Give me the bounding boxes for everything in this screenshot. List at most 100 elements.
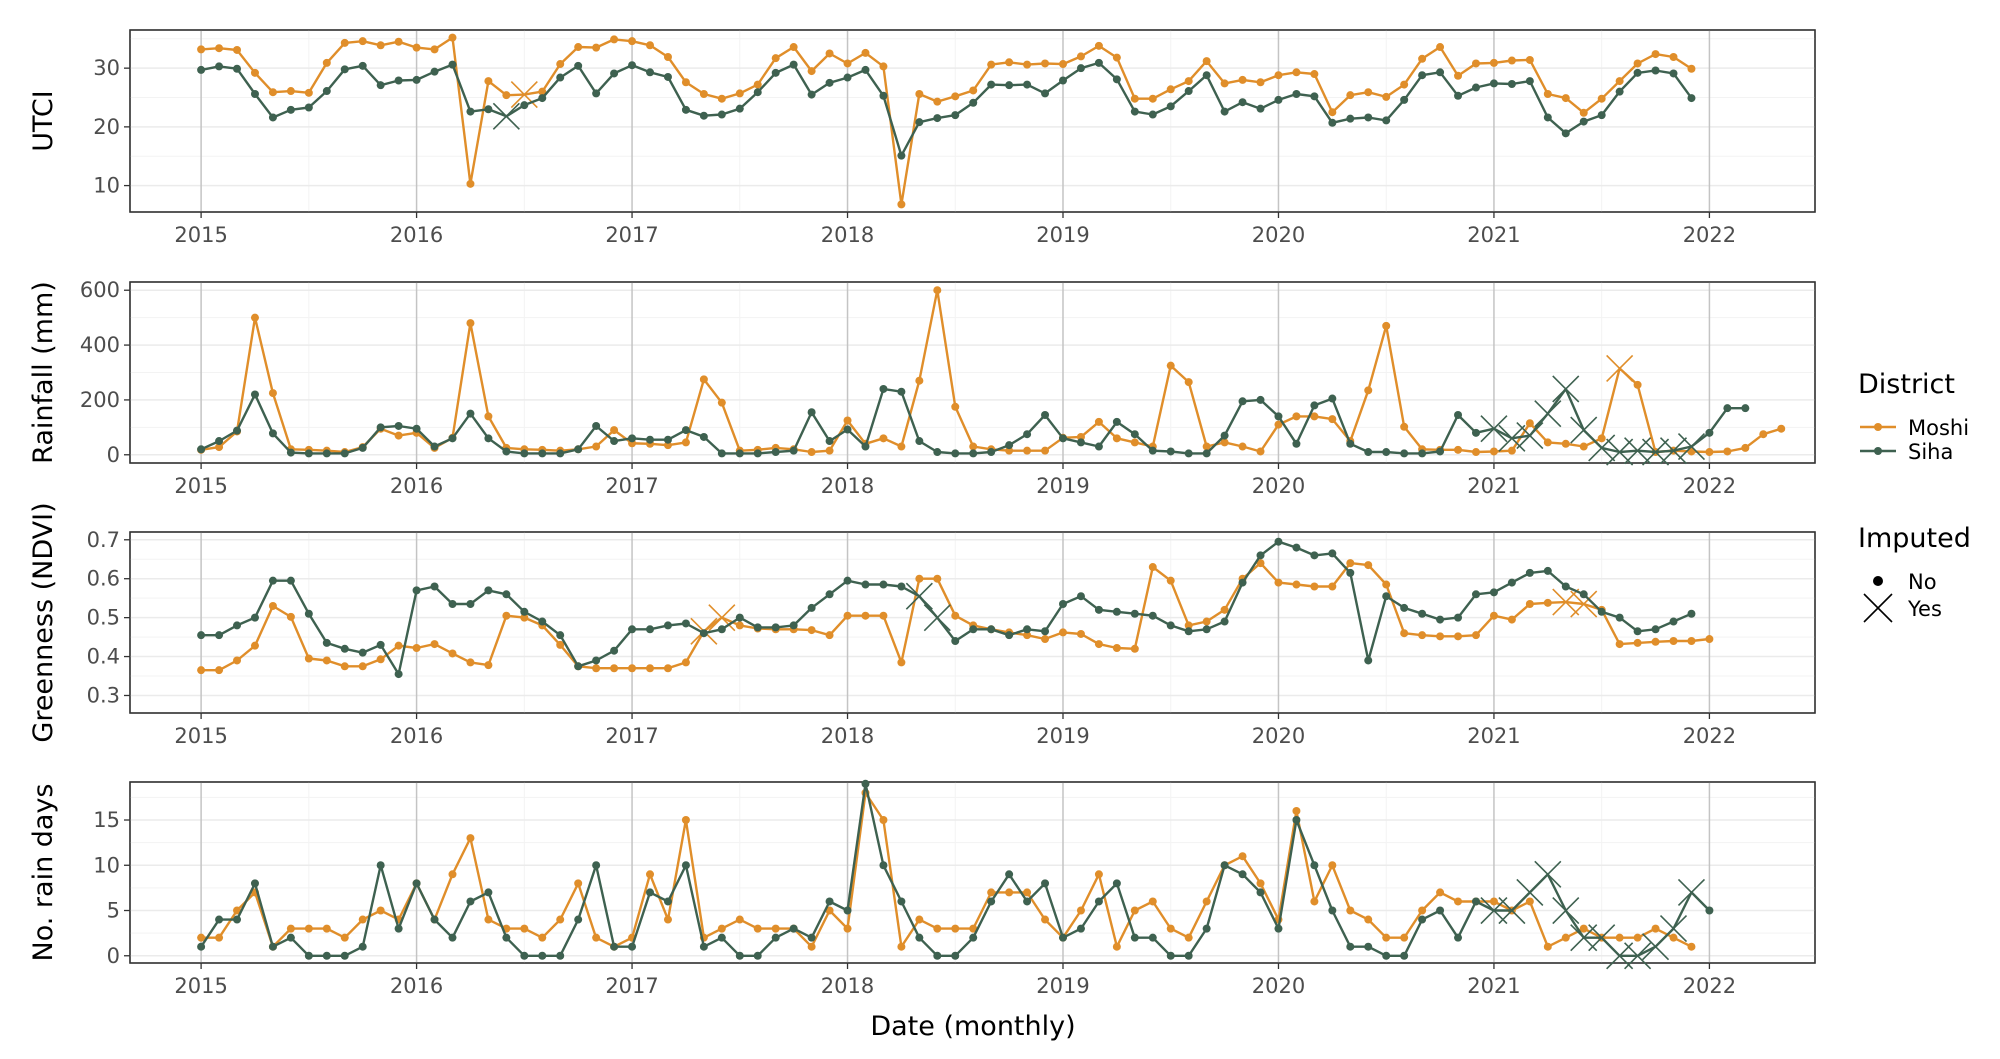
data-point xyxy=(1507,578,1516,587)
data-point xyxy=(1436,447,1445,456)
data-point xyxy=(1166,576,1175,585)
data-point xyxy=(915,437,924,446)
data-point xyxy=(879,434,888,443)
data-point xyxy=(1471,590,1480,599)
data-point xyxy=(663,664,672,673)
data-point xyxy=(268,113,277,122)
data-point xyxy=(646,435,655,444)
x-tick-label: 2021 xyxy=(1467,974,1520,998)
data-point xyxy=(1436,68,1445,77)
data-point xyxy=(879,611,888,620)
data-point xyxy=(1310,897,1319,906)
y-tick-label: 0.6 xyxy=(87,567,120,591)
y-tick-label: 15 xyxy=(93,808,120,832)
data-point xyxy=(1615,640,1624,649)
data-point xyxy=(574,43,583,52)
data-point xyxy=(1328,108,1337,117)
data-point xyxy=(1023,80,1032,89)
x-tick-label: 2015 xyxy=(174,974,227,998)
data-point xyxy=(502,91,511,100)
data-point xyxy=(215,44,224,53)
data-point-imputed xyxy=(492,102,520,130)
data-point xyxy=(951,111,960,120)
y-tick-label: 5 xyxy=(107,899,120,923)
data-point xyxy=(215,443,224,452)
data-point xyxy=(807,942,816,951)
data-point xyxy=(1364,656,1373,665)
data-point xyxy=(681,105,690,114)
legend: District Moshi Siha Imputed No Yes xyxy=(1858,369,1971,623)
data-point xyxy=(520,607,529,616)
data-point xyxy=(1400,449,1409,458)
data-point xyxy=(358,61,367,70)
data-point xyxy=(215,62,224,71)
data-point xyxy=(556,449,565,458)
data-point xyxy=(717,449,726,458)
data-point xyxy=(1454,91,1463,100)
data-point xyxy=(1076,52,1085,61)
data-point xyxy=(1076,629,1085,638)
data-point xyxy=(1687,64,1696,73)
data-point xyxy=(1346,114,1355,123)
data-point xyxy=(1400,80,1409,89)
data-point xyxy=(1076,438,1085,447)
data-point xyxy=(699,942,708,951)
data-point xyxy=(197,445,206,454)
data-point xyxy=(699,111,708,120)
data-point xyxy=(286,576,295,585)
x-tick-label: 2019 xyxy=(1036,223,1089,247)
data-point xyxy=(1202,897,1211,906)
data-point-imputed xyxy=(1516,422,1544,450)
panel-2: 0 200 400 600 2015 2016 2017 2018 2019 2020 2021 20… xyxy=(28,278,1816,498)
data-point xyxy=(322,87,331,96)
data-point xyxy=(933,286,942,295)
data-point xyxy=(1489,611,1498,620)
data-point xyxy=(340,951,349,960)
data-point xyxy=(1112,417,1121,426)
data-point xyxy=(1112,942,1121,951)
data-point xyxy=(717,94,726,103)
data-point xyxy=(1651,625,1660,634)
data-point xyxy=(1184,87,1193,96)
data-point xyxy=(1274,420,1283,429)
data-point xyxy=(1274,924,1283,933)
data-point xyxy=(735,915,744,924)
panel-background xyxy=(129,29,1816,213)
data-point xyxy=(789,446,798,455)
data-point xyxy=(1023,888,1032,897)
data-point xyxy=(1418,915,1427,924)
data-point xyxy=(1489,447,1498,456)
data-point xyxy=(825,49,834,58)
data-point xyxy=(1130,430,1139,439)
data-point xyxy=(1058,60,1067,69)
data-point xyxy=(538,94,547,103)
data-point xyxy=(1382,448,1391,457)
data-point xyxy=(646,870,655,879)
data-point xyxy=(1112,434,1121,443)
data-point xyxy=(322,58,331,67)
data-point xyxy=(1669,636,1678,645)
data-point xyxy=(789,60,798,69)
data-point xyxy=(1597,434,1606,443)
data-point xyxy=(681,619,690,628)
y-tick-label: 600 xyxy=(80,278,120,302)
data-point xyxy=(789,924,798,933)
data-point xyxy=(1041,627,1050,636)
data-point xyxy=(1130,644,1139,653)
data-point xyxy=(951,611,960,620)
data-point xyxy=(1328,906,1337,915)
data-point xyxy=(771,924,780,933)
data-point xyxy=(1364,386,1373,395)
data-point xyxy=(1346,559,1355,568)
data-point xyxy=(358,443,367,452)
data-point xyxy=(1292,68,1301,77)
data-point xyxy=(1148,933,1157,942)
data-point xyxy=(1166,85,1175,94)
data-point-imputed xyxy=(1552,588,1580,616)
data-point xyxy=(250,68,259,77)
data-point xyxy=(987,625,996,634)
data-point xyxy=(825,897,834,906)
data-point-imputed xyxy=(1588,434,1616,462)
data-point xyxy=(1633,380,1642,389)
data-point xyxy=(1525,568,1534,577)
